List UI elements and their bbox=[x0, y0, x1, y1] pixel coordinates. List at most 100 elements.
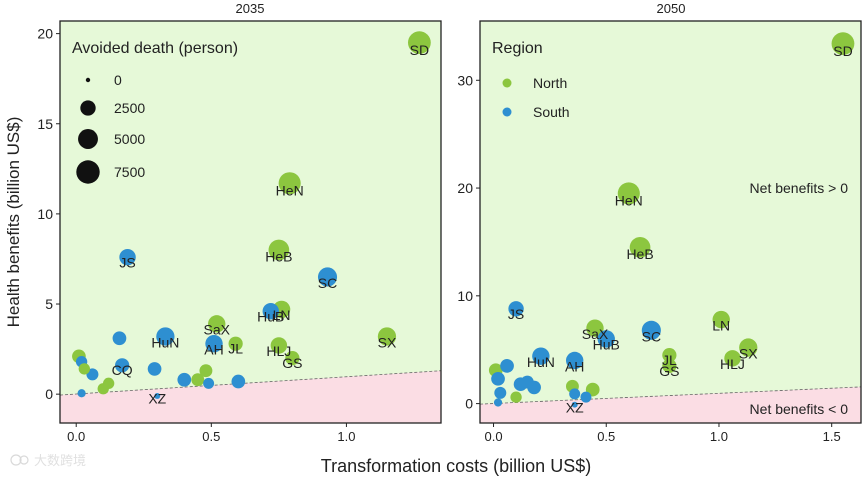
size-legend-entries: 0 2500 5000 7500 bbox=[76, 72, 145, 184]
data-point-hub bbox=[262, 303, 279, 320]
data-point bbox=[494, 386, 507, 399]
point-label-sd: SD bbox=[410, 42, 429, 58]
point-label-heb: HeB bbox=[265, 249, 292, 265]
legend-south-marker bbox=[502, 107, 512, 117]
panel-2050: 2050 SD HeN HeB JS SaX LN SC HuB SX JL HLJ HuN AH GS X… bbox=[457, 1, 862, 444]
data-point bbox=[510, 391, 522, 403]
data-point bbox=[203, 377, 215, 389]
data-point-sax bbox=[586, 319, 604, 337]
watermark-text: 大数跨境 bbox=[34, 454, 86, 469]
point-label-hen: HeN bbox=[615, 193, 643, 209]
size-legend-label: 7500 bbox=[114, 164, 145, 180]
panel-2050-points bbox=[488, 32, 855, 408]
data-point bbox=[500, 359, 514, 373]
data-point bbox=[177, 372, 192, 387]
size-legend-marker bbox=[76, 160, 100, 184]
point-label-hun: HuN bbox=[151, 334, 179, 350]
data-point-ah bbox=[205, 334, 223, 353]
data-point-ln bbox=[712, 310, 730, 329]
panel-2035-negative-region bbox=[60, 370, 441, 423]
panel-2050-title: 2050 bbox=[657, 1, 686, 16]
data-point-sd bbox=[408, 31, 431, 55]
data-point-sc bbox=[641, 320, 661, 340]
data-point-xz bbox=[154, 392, 161, 399]
point-label-sd: SD bbox=[833, 43, 852, 59]
data-point-js bbox=[119, 248, 136, 266]
x-tick-label: 0.0 bbox=[484, 429, 502, 444]
y-axis-title: Health benefits (billion US$) bbox=[4, 117, 23, 328]
x-tick-label: 0.0 bbox=[67, 429, 85, 444]
y-tick-label: 0 bbox=[465, 396, 473, 412]
point-label-sx: SX bbox=[739, 346, 758, 362]
panel-2050-break-even-line bbox=[479, 386, 862, 405]
size-legend-title: Avoided death (person) bbox=[72, 40, 238, 57]
watermark-logo-icon bbox=[10, 454, 22, 466]
size-legend-marker bbox=[78, 129, 98, 149]
point-label-jl: JL bbox=[662, 352, 677, 368]
region-legend: Region North South bbox=[492, 40, 570, 120]
data-point bbox=[112, 331, 127, 346]
watermark-logo-icon-2 bbox=[19, 455, 29, 465]
y-tick-label: 5 bbox=[45, 296, 53, 312]
data-point bbox=[102, 377, 115, 390]
point-label-ln: LN bbox=[273, 307, 291, 323]
data-point-xz bbox=[571, 401, 578, 408]
data-point bbox=[580, 391, 592, 403]
data-point bbox=[77, 389, 86, 398]
data-point-hlj bbox=[724, 350, 741, 367]
point-label-cq: CQ bbox=[112, 362, 133, 378]
data-point bbox=[147, 362, 162, 376]
point-label-js: JS bbox=[119, 255, 135, 271]
point-label-ah: AH bbox=[204, 341, 223, 357]
point-label-hub: HuB bbox=[257, 309, 284, 325]
data-point bbox=[491, 371, 505, 386]
y-tick-label: 10 bbox=[37, 206, 53, 222]
y-tick-label: 10 bbox=[457, 288, 473, 304]
x-tick-label: 1.0 bbox=[337, 429, 355, 444]
data-point-sax bbox=[208, 315, 226, 333]
legend-north-label: North bbox=[533, 75, 567, 91]
panel-2050-ticks: 0.0 0.5 1.0 1.5 0 10 20 30 bbox=[457, 72, 840, 444]
x-tick-label: 0.5 bbox=[597, 429, 615, 444]
size-legend: Avoided death (person) 0 2500 5000 7500 bbox=[72, 40, 238, 184]
data-point-heb bbox=[629, 236, 651, 258]
point-label-hlj: HLJ bbox=[720, 356, 745, 372]
point-label-xz: XZ bbox=[148, 391, 166, 407]
y-tick-label: 20 bbox=[37, 26, 53, 42]
net-benefits-positive-annotation: Net benefits > 0 bbox=[750, 180, 849, 196]
panel-2050-negative-region bbox=[480, 386, 861, 423]
data-point-hen bbox=[278, 172, 301, 195]
x-tick-label: 1.5 bbox=[823, 429, 841, 444]
data-point-hlj bbox=[270, 337, 288, 354]
panel-2035-frame bbox=[59, 20, 442, 424]
panel-2035-points bbox=[72, 31, 431, 399]
data-point-gs bbox=[662, 358, 677, 373]
size-legend-marker bbox=[80, 100, 96, 116]
data-point-sx bbox=[739, 338, 758, 357]
x-tick-label: 0.5 bbox=[202, 429, 220, 444]
point-label-hen: HeN bbox=[276, 182, 304, 198]
point-label-xz: XZ bbox=[566, 399, 584, 415]
data-point bbox=[199, 364, 213, 378]
y-tick-label: 30 bbox=[457, 72, 473, 88]
point-label-sc: SC bbox=[318, 275, 337, 291]
data-point-hen bbox=[617, 182, 640, 205]
net-benefits-negative-annotation: Net benefits < 0 bbox=[750, 401, 849, 417]
data-point-jl bbox=[228, 336, 243, 351]
data-point-js bbox=[508, 301, 524, 317]
panel-2035-title: 2035 bbox=[236, 1, 265, 16]
size-legend-marker bbox=[85, 77, 91, 83]
panel-2035-positive-region bbox=[60, 21, 441, 423]
legend-south-label: South bbox=[533, 104, 570, 120]
panel-2035-break-even-line bbox=[59, 370, 442, 396]
panel-2035-ticks: 0.0 0.5 1.0 0 5 10 15 20 bbox=[37, 26, 355, 444]
data-point bbox=[520, 375, 534, 389]
point-label-heb: HeB bbox=[626, 246, 653, 262]
point-label-hun: HuN bbox=[527, 354, 555, 370]
size-legend-label: 2500 bbox=[114, 100, 145, 116]
point-label-sx: SX bbox=[378, 334, 397, 350]
point-label-ah: AH bbox=[565, 358, 584, 374]
